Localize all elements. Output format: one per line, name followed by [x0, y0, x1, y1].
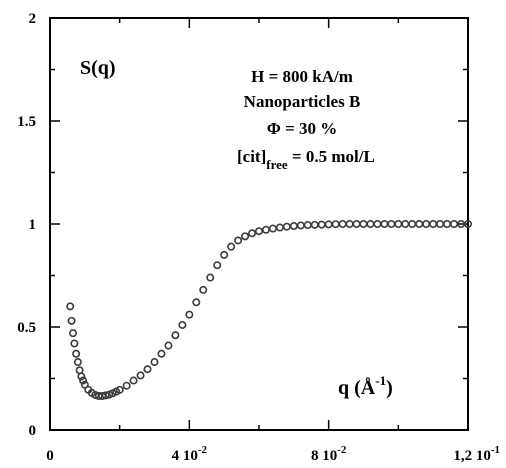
- y-tick-label: 1.5: [17, 114, 36, 130]
- data-point: [143, 365, 152, 374]
- data-point: [394, 220, 403, 229]
- y-tick-label: 0.5: [17, 320, 36, 336]
- data-point: [401, 220, 410, 229]
- x-tick-label: 0: [46, 448, 54, 464]
- data-point: [359, 220, 368, 229]
- annotation-citrate-base: [cit]: [237, 147, 266, 166]
- axis-ticks: [49, 17, 469, 431]
- data-point: [115, 385, 124, 394]
- data-point: [157, 349, 166, 358]
- data-point: [380, 220, 389, 229]
- y-tick-label: 1: [29, 217, 37, 233]
- x-tick-label-mantissa: 0: [46, 448, 54, 464]
- data-point: [122, 381, 131, 390]
- data-point: [373, 220, 382, 229]
- data-point: [415, 220, 424, 229]
- data-points: [66, 220, 472, 401]
- x-axis-label: q (Å-1): [338, 373, 393, 399]
- data-point: [345, 220, 354, 229]
- data-point: [352, 220, 361, 229]
- data-point: [234, 236, 243, 245]
- data-point: [150, 358, 159, 367]
- data-point: [70, 339, 79, 348]
- data-point: [101, 391, 110, 400]
- annotation-citrate: [cit]free = 0.5 mol/L: [237, 147, 375, 172]
- data-point: [213, 261, 222, 270]
- x-tick-label-mantissa: 1,2 10: [453, 448, 491, 464]
- data-point: [282, 222, 291, 231]
- annotation-volume-fraction: Φ = 30 %: [267, 119, 338, 138]
- data-point: [171, 331, 180, 340]
- y-tick-label: 0: [29, 423, 37, 439]
- y-tick-label: 2: [29, 11, 37, 27]
- data-point: [77, 372, 86, 381]
- data-point: [422, 220, 431, 229]
- data-point: [436, 220, 445, 229]
- annotation-field: H = 800 kA/m: [251, 67, 353, 86]
- data-point: [248, 229, 257, 238]
- data-point: [261, 225, 270, 234]
- data-point: [164, 341, 173, 350]
- data-point: [73, 358, 82, 367]
- data-point: [220, 250, 229, 259]
- data-point: [72, 349, 81, 358]
- data-point: [255, 227, 264, 236]
- data-point: [185, 310, 194, 319]
- data-point: [450, 220, 459, 229]
- data-point: [275, 223, 284, 232]
- x-tick-label-exponent: -2: [198, 444, 208, 456]
- data-point: [199, 285, 208, 294]
- data-point: [289, 222, 298, 231]
- data-point: [136, 371, 145, 380]
- y-tick-labels: 0 0.5 1 1.5 2: [17, 11, 36, 439]
- x-tick-label-mantissa: 8 10: [311, 448, 337, 464]
- x-axis-label-exponent: -1: [375, 373, 386, 388]
- data-point: [317, 220, 326, 229]
- data-point: [206, 273, 215, 282]
- data-point: [463, 220, 472, 229]
- data-point: [387, 220, 396, 229]
- data-point: [310, 220, 319, 229]
- data-point: [324, 220, 333, 229]
- data-point: [98, 392, 107, 401]
- annotation-citrate-value: = 0.5 mol/L: [288, 147, 375, 166]
- annotation-citrate-subscript: free: [266, 157, 288, 172]
- x-tick-label-mantissa: 4 10: [172, 448, 198, 464]
- x-axis-label-close: ): [386, 377, 393, 399]
- data-point: [192, 298, 201, 307]
- data-point: [303, 221, 312, 230]
- x-tick-label-exponent: -2: [337, 444, 347, 456]
- y-axis-label: S(q): [80, 57, 116, 79]
- data-point: [296, 221, 305, 230]
- x-tick-label: 8 10-2: [311, 444, 347, 464]
- data-point: [429, 220, 438, 229]
- data-point: [79, 376, 88, 385]
- data-point: [268, 224, 277, 233]
- data-point: [129, 376, 138, 385]
- data-point: [338, 220, 347, 229]
- data-point: [366, 220, 375, 229]
- data-point: [443, 220, 452, 229]
- annotation-sample: Nanoparticles B: [244, 92, 361, 111]
- data-point: [66, 302, 75, 311]
- data-point: [178, 320, 187, 329]
- data-point: [331, 220, 340, 229]
- x-axis-label-base: q (Å: [338, 376, 376, 399]
- x-tick-label: 1,2 10-1: [453, 444, 500, 464]
- data-point: [241, 232, 250, 241]
- data-point: [68, 329, 77, 338]
- data-point: [67, 316, 76, 325]
- data-point: [408, 220, 417, 229]
- x-tick-label-exponent: -1: [491, 444, 500, 456]
- data-point: [227, 242, 236, 251]
- x-tick-label: 4 10-2: [172, 444, 208, 464]
